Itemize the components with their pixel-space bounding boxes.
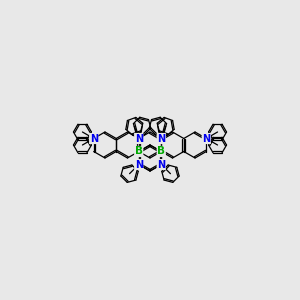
Text: B: B	[157, 146, 165, 157]
Text: N: N	[157, 134, 165, 143]
Text: N: N	[157, 160, 165, 170]
Text: N: N	[135, 134, 143, 143]
Text: N: N	[135, 160, 143, 170]
Text: B: B	[135, 146, 143, 157]
Text: N: N	[90, 134, 98, 143]
Text: N: N	[202, 134, 210, 143]
